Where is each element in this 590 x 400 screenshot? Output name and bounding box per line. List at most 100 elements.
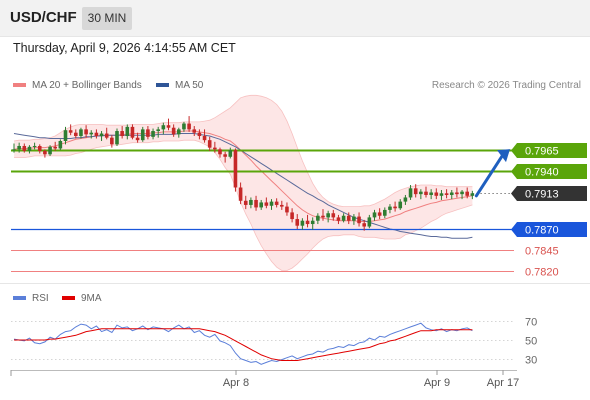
candle-up xyxy=(341,215,346,221)
x-axis-tick-label: Apr 9 xyxy=(424,377,450,389)
candle-up xyxy=(326,213,330,218)
legend-label-ma50: MA 50 xyxy=(175,80,204,91)
candle-up xyxy=(403,197,408,202)
symbol-label: USD/CHF xyxy=(10,9,77,26)
rsi-series-rsi xyxy=(13,322,473,365)
candle-up xyxy=(383,209,387,216)
candle-up xyxy=(99,133,104,137)
candle-up xyxy=(470,193,475,196)
candle-down xyxy=(202,136,207,141)
candle-down xyxy=(280,204,284,207)
candle-up xyxy=(269,201,274,206)
bollinger-band-fill xyxy=(14,95,473,271)
ma50-swatch xyxy=(156,83,169,88)
candle-down xyxy=(94,132,99,137)
header-bar: USD/CHF 30 MIN xyxy=(0,0,590,36)
candle-down xyxy=(187,123,191,130)
legend-label-ma20: MA 20 + Bollinger Bands xyxy=(32,80,142,91)
candle-down xyxy=(424,191,428,195)
legend-item-9ma: 9MA xyxy=(62,293,102,304)
candle-up xyxy=(429,192,433,195)
candle-up xyxy=(300,220,305,226)
candle-down xyxy=(130,126,135,138)
candle-up xyxy=(125,126,130,137)
price-levels: 0.7965 0.7940 0.7913 0.7870 0.7845 0.7820 xyxy=(11,143,587,279)
candle-up xyxy=(151,131,155,137)
candle-down xyxy=(285,206,289,213)
level-label-current: 0.7913 xyxy=(525,189,559,201)
bollinger-upper-line xyxy=(13,94,473,208)
candle-up xyxy=(398,201,403,209)
candle-down xyxy=(146,129,150,137)
projection-arrow-head xyxy=(497,149,510,163)
candle-up xyxy=(372,212,377,218)
rsi-tick-30: 30 xyxy=(525,355,537,367)
level-label-support: 0.7870 xyxy=(525,225,559,237)
candle-up xyxy=(310,220,315,225)
candle-down xyxy=(254,199,258,208)
candle-down xyxy=(377,212,382,216)
candle-up xyxy=(182,123,186,130)
legend-label-rsi: RSI xyxy=(32,293,49,304)
candle-down xyxy=(455,192,459,195)
candle-up xyxy=(316,215,320,221)
candle-down xyxy=(218,149,222,155)
candle-down xyxy=(346,215,351,221)
level-label-bg-resistance xyxy=(517,164,587,179)
candle-up xyxy=(408,188,413,198)
candle-up xyxy=(419,191,423,195)
level-label-resistance: 0.7965 xyxy=(525,146,559,158)
legend-label-9ma: 9MA xyxy=(81,293,102,304)
level-label-pointer xyxy=(511,186,517,201)
legend-item-ma50: MA 50 xyxy=(156,80,203,91)
candle-down xyxy=(336,217,341,221)
candle-down xyxy=(413,188,418,195)
candle-up xyxy=(161,125,166,130)
candle-down xyxy=(120,131,124,137)
candle-down xyxy=(135,137,140,141)
candle-down xyxy=(290,212,294,220)
copyright-text: Research © 2026 Trading Central xyxy=(431,80,581,91)
candle-up xyxy=(27,146,32,151)
candle-down xyxy=(295,219,300,226)
x-axis-tick-label: Apr 17 xyxy=(487,377,519,389)
candle-down xyxy=(37,145,42,151)
legend-item-ma20: MA 20 + Bollinger Bands xyxy=(13,80,142,91)
candle-down xyxy=(207,140,212,148)
candle-up xyxy=(228,150,233,157)
level-label-pointer xyxy=(511,222,517,237)
candle-up xyxy=(177,129,181,135)
candle-up xyxy=(352,216,356,221)
x-axis-tick-label: Apr 8 xyxy=(223,377,249,389)
rsi-tick-70: 70 xyxy=(525,317,537,329)
candle-up xyxy=(460,191,464,195)
legend-item-rsi: RSI xyxy=(13,293,49,304)
candle-up xyxy=(259,202,263,208)
level-label-bg-resistance xyxy=(517,143,587,158)
candle-down xyxy=(321,215,325,218)
candle-down xyxy=(465,191,469,196)
candle-up xyxy=(58,140,63,149)
level-label-support_minor: 0.7845 xyxy=(525,246,559,258)
level-label-pointer xyxy=(511,164,517,179)
candle-up xyxy=(48,146,52,155)
candle-up xyxy=(17,145,21,150)
rsi-panel: 70 50 30 xyxy=(11,317,537,367)
rsi-legend: RSI xyxy=(13,293,49,304)
candle-down xyxy=(233,150,238,188)
candle-down xyxy=(362,223,366,227)
candle-up xyxy=(249,199,253,205)
projection-arrow-shaft xyxy=(474,154,504,198)
timeframe-button[interactable]: 30 MIN xyxy=(82,7,132,30)
candle-down xyxy=(104,133,109,138)
candle-up xyxy=(367,217,372,227)
rsi-series-9ma xyxy=(14,328,473,361)
candle-down xyxy=(213,147,217,150)
candle-down xyxy=(68,130,73,133)
main-legend-ma50: MA 50 xyxy=(156,80,203,91)
candle-down xyxy=(444,193,449,195)
level-label-support_minor: 0.7820 xyxy=(525,267,559,279)
level-label-bg-current xyxy=(517,186,587,201)
candle-down xyxy=(192,129,197,133)
